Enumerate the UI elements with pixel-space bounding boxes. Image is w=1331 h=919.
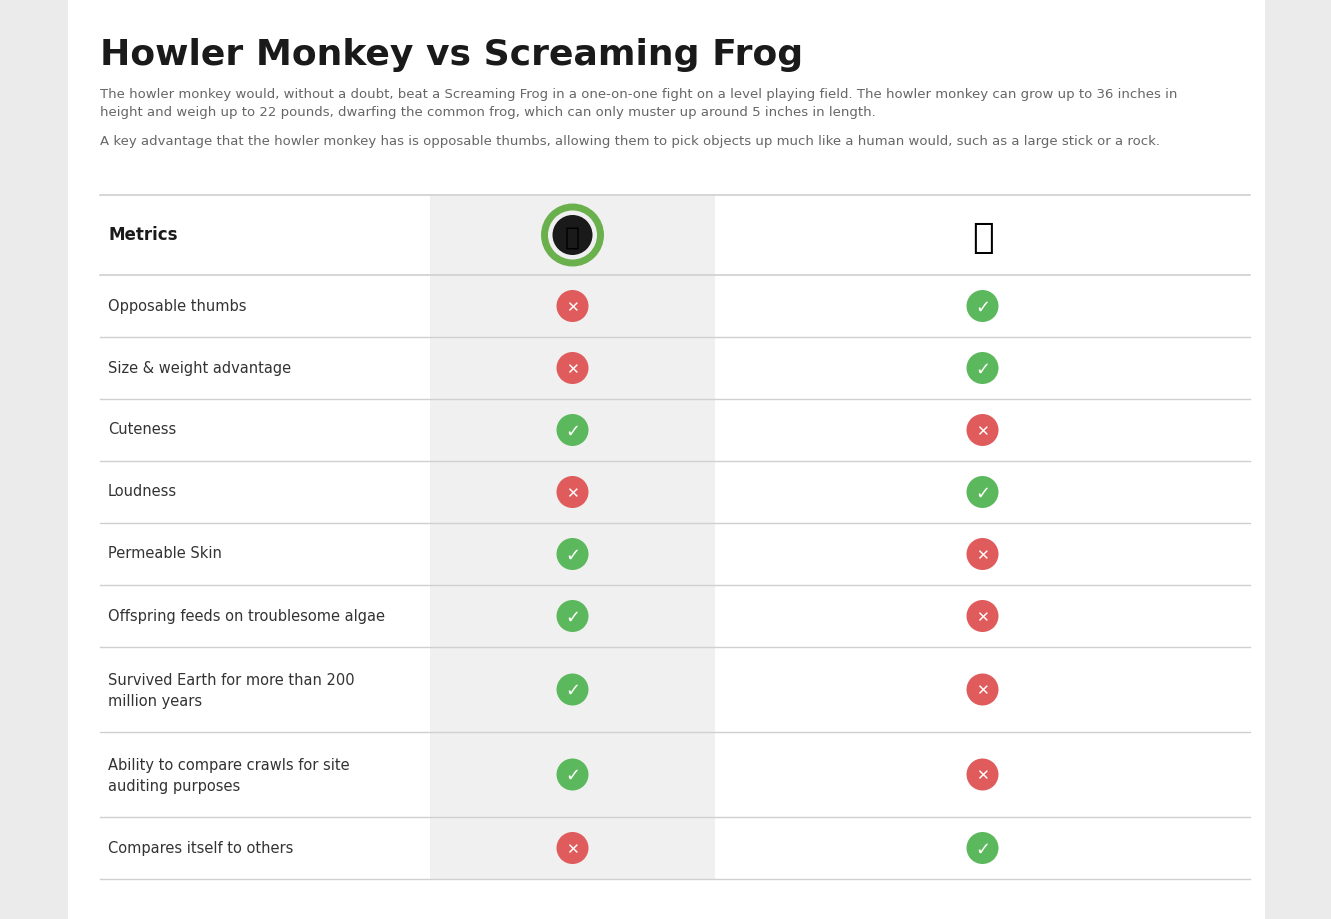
Circle shape bbox=[556, 352, 588, 384]
Text: ✓: ✓ bbox=[974, 299, 990, 316]
Bar bbox=[430, 461, 715, 523]
Circle shape bbox=[966, 832, 998, 864]
Text: ✕: ✕ bbox=[976, 684, 989, 698]
Text: ✓: ✓ bbox=[564, 608, 580, 627]
Bar bbox=[430, 585, 715, 647]
Text: ✕: ✕ bbox=[976, 768, 989, 784]
Text: Opposable thumbs: Opposable thumbs bbox=[108, 299, 246, 313]
Text: Survived Earth for more than 200: Survived Earth for more than 200 bbox=[108, 673, 354, 688]
Circle shape bbox=[966, 538, 998, 570]
Circle shape bbox=[966, 352, 998, 384]
Text: Ability to compare crawls for site: Ability to compare crawls for site bbox=[108, 758, 350, 773]
Text: Metrics: Metrics bbox=[108, 226, 177, 244]
Circle shape bbox=[556, 832, 588, 864]
Circle shape bbox=[556, 538, 588, 570]
Text: Loudness: Loudness bbox=[108, 484, 177, 500]
Text: ✕: ✕ bbox=[976, 610, 989, 625]
Circle shape bbox=[966, 758, 998, 790]
Text: Cuteness: Cuteness bbox=[108, 423, 176, 437]
Bar bbox=[430, 647, 715, 732]
Circle shape bbox=[556, 758, 588, 790]
Circle shape bbox=[966, 600, 998, 632]
Text: ✓: ✓ bbox=[564, 423, 580, 440]
Bar bbox=[430, 195, 715, 275]
Text: ✕: ✕ bbox=[566, 486, 579, 501]
Text: ✕: ✕ bbox=[566, 300, 579, 315]
Text: ✓: ✓ bbox=[974, 484, 990, 503]
Text: ✓: ✓ bbox=[564, 682, 580, 700]
Text: ✕: ✕ bbox=[566, 362, 579, 377]
Text: Compares itself to others: Compares itself to others bbox=[108, 841, 293, 856]
Circle shape bbox=[966, 290, 998, 322]
Circle shape bbox=[556, 290, 588, 322]
Text: A key advantage that the howler monkey has is opposable thumbs, allowing them to: A key advantage that the howler monkey h… bbox=[100, 135, 1161, 148]
Text: 🐒: 🐒 bbox=[972, 221, 993, 255]
Bar bbox=[430, 275, 715, 337]
Text: ✕: ✕ bbox=[566, 842, 579, 857]
Text: Size & weight advantage: Size & weight advantage bbox=[108, 360, 291, 376]
Text: height and weigh up to 22 pounds, dwarfing the common frog, which can only muste: height and weigh up to 22 pounds, dwarfi… bbox=[100, 106, 876, 119]
Bar bbox=[430, 399, 715, 461]
Text: 🐸: 🐸 bbox=[564, 226, 580, 250]
Text: Permeable Skin: Permeable Skin bbox=[108, 547, 222, 562]
Circle shape bbox=[556, 674, 588, 706]
Text: ✓: ✓ bbox=[564, 767, 580, 785]
Circle shape bbox=[552, 215, 592, 255]
Text: The howler monkey would, without a doubt, beat a Screaming Frog in a one-on-one : The howler monkey would, without a doubt… bbox=[100, 88, 1178, 101]
Text: ✓: ✓ bbox=[974, 841, 990, 858]
Text: ✓: ✓ bbox=[564, 547, 580, 564]
Circle shape bbox=[556, 600, 588, 632]
Text: Offspring feeds on troublesome algae: Offspring feeds on troublesome algae bbox=[108, 608, 385, 623]
Text: ✕: ✕ bbox=[976, 424, 989, 439]
Bar bbox=[430, 523, 715, 585]
Circle shape bbox=[966, 476, 998, 508]
Circle shape bbox=[556, 476, 588, 508]
Bar bbox=[430, 817, 715, 879]
Text: ✓: ✓ bbox=[974, 360, 990, 379]
Bar bbox=[68, 0, 1264, 919]
Text: ✕: ✕ bbox=[976, 548, 989, 563]
Bar bbox=[430, 732, 715, 817]
Circle shape bbox=[966, 414, 998, 446]
Text: auditing purposes: auditing purposes bbox=[108, 779, 241, 794]
Circle shape bbox=[966, 674, 998, 706]
Bar bbox=[430, 337, 715, 399]
Text: Howler Monkey vs Screaming Frog: Howler Monkey vs Screaming Frog bbox=[100, 38, 803, 72]
Circle shape bbox=[556, 414, 588, 446]
Text: million years: million years bbox=[108, 694, 202, 709]
